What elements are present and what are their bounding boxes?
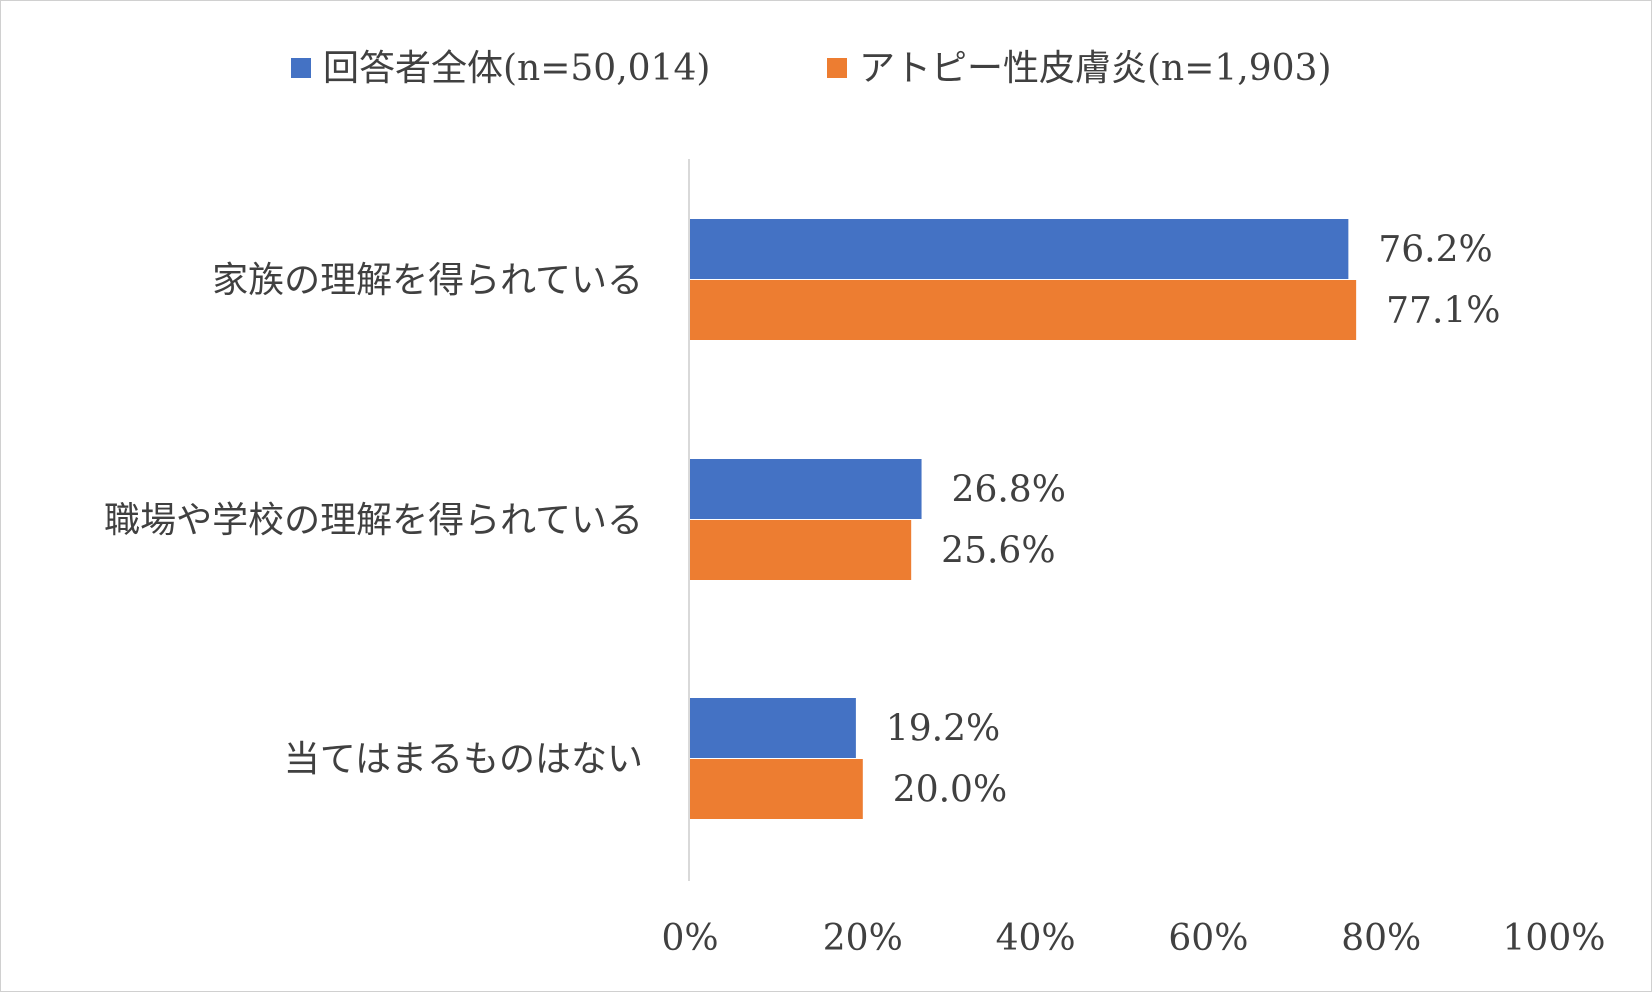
bar-s1-c0	[690, 280, 1357, 340]
legend-swatch-0	[291, 58, 311, 78]
x-tick-label-2: 40%	[996, 918, 1076, 959]
data-label-s1-c1: 25.6%	[941, 531, 1055, 572]
category-label-2: 当てはまるものはない	[284, 739, 643, 780]
x-axis-ticks: 0% 20% 40% 60% 80% 100%	[661, 918, 1605, 959]
x-tick-label-5: 100%	[1503, 918, 1606, 959]
data-label-s0-c1: 26.8%	[952, 470, 1066, 511]
category-label-0: 家族の理解を得られている	[212, 260, 643, 301]
bars: 76.2% 26.8% 19.2% 77.1% 25.6% 20.0%	[690, 219, 1501, 819]
bar-s1-c1	[690, 520, 912, 580]
x-tick-label-0: 0%	[661, 918, 718, 959]
data-label-s0-c2: 19.2%	[886, 709, 1000, 750]
data-label-s0-c0: 76.2%	[1378, 230, 1492, 271]
data-label-s1-c2: 20.0%	[893, 770, 1007, 811]
x-tick-label-1: 20%	[823, 918, 903, 959]
x-tick-label-3: 60%	[1168, 918, 1248, 959]
bar-s0-c1	[690, 459, 922, 519]
bar-s1-c2	[690, 759, 863, 819]
legend: 回答者全体(n=50,014) アトピー性皮膚炎(n=1,903)	[291, 48, 1332, 89]
bar-s0-c0	[690, 219, 1349, 279]
data-label-s1-c0: 77.1%	[1386, 291, 1500, 332]
legend-label-1: アトピー性皮膚炎(n=1,903)	[859, 48, 1332, 89]
legend-swatch-1	[827, 58, 847, 78]
bar-s0-c2	[690, 698, 856, 758]
legend-label-0: 回答者全体(n=50,014)	[323, 48, 710, 89]
x-tick-label-4: 80%	[1341, 918, 1421, 959]
category-label-1: 職場や学校の理解を得られている	[104, 500, 643, 541]
